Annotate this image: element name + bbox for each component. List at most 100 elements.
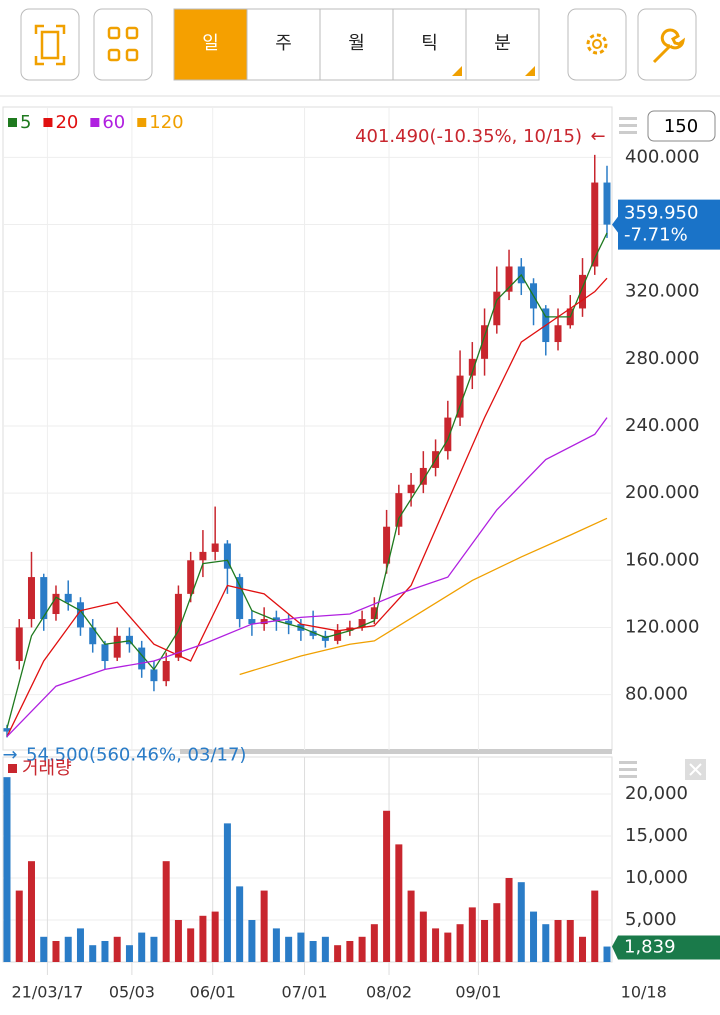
legend-label: 5 [20, 112, 31, 133]
x-tick-label: 08/02 [366, 983, 412, 1002]
legend-swatch [43, 118, 53, 127]
tab-label: 분 [494, 33, 511, 54]
volume-bar [542, 924, 550, 962]
volume-bar [346, 940, 354, 962]
legend-swatch [90, 118, 100, 127]
candle-body [223, 543, 231, 569]
tab[interactable] [319, 8, 394, 81]
volume-bar [432, 928, 440, 962]
volume-bar [383, 810, 391, 962]
candle-body [603, 182, 611, 225]
x-tick-label: 07/01 [281, 983, 327, 1002]
candle-body [456, 375, 464, 418]
volume-bar [272, 928, 280, 962]
tab[interactable] [392, 8, 467, 81]
x-tick-label: 21/03/17 [11, 983, 83, 1002]
volume-bar [493, 903, 501, 962]
candle-body [76, 602, 84, 628]
volume-title: 거래량 [22, 758, 72, 779]
low-arrow: → [2, 744, 17, 765]
volume-bar [395, 844, 403, 962]
candle-body [150, 669, 158, 682]
tab[interactable] [173, 8, 248, 81]
volume-bar [162, 861, 170, 962]
candle-body [113, 635, 121, 658]
tab[interactable] [465, 8, 540, 81]
legend-label: 120 [149, 112, 183, 133]
y-tick-label: 320.000 [625, 281, 699, 302]
legend-swatch [137, 118, 147, 127]
x-tick-label: 10/18 [621, 983, 667, 1002]
candle-body [101, 644, 109, 662]
volume-bar [113, 936, 121, 962]
candle-body [138, 647, 146, 670]
legend-label: 20 [55, 112, 78, 133]
candle-body [27, 577, 35, 620]
ma-line [239, 517, 608, 676]
ma-line [6, 232, 608, 729]
candle-body [591, 182, 599, 267]
volume-bar [370, 924, 378, 962]
candle-body [407, 484, 415, 494]
candle-body [321, 635, 329, 641]
candle-body [248, 619, 256, 625]
candle-body [64, 593, 72, 603]
volume-bar [444, 932, 452, 962]
candle-body [419, 467, 427, 485]
candle-body [260, 619, 268, 625]
candle-body [125, 635, 133, 645]
toolbar [0, 8, 720, 97]
volume-bar [530, 911, 538, 962]
current-price: 359.950 [624, 203, 698, 224]
settings-icon-center [592, 39, 602, 49]
count-box[interactable] [647, 110, 716, 142]
tab[interactable] [246, 8, 321, 81]
settings-button[interactable] [567, 8, 627, 81]
volume-bar [27, 861, 35, 962]
candle-body [187, 560, 195, 594]
volume-last-box [612, 935, 720, 960]
volume-bar [64, 936, 72, 962]
low-annotation: 54.500(560.46%, 03/17) [26, 744, 246, 765]
tab-label: 주 [275, 33, 292, 54]
close-icon [689, 763, 702, 776]
volume-bar [248, 919, 256, 962]
layout-icon [107, 26, 139, 62]
volume-last: 1,839 [624, 937, 676, 958]
tab-corner [452, 66, 462, 76]
x-tick-label: 06/01 [190, 983, 236, 1002]
volume-bar [321, 936, 329, 962]
y-tick-label: 240.000 [625, 415, 699, 436]
tab-label: 일 [202, 33, 219, 54]
y-tick-label: 280.000 [625, 348, 699, 369]
scrollbar[interactable] [180, 749, 612, 754]
volume-bar [334, 945, 342, 962]
y-tick-label: 200.000 [625, 482, 699, 503]
candle-body [40, 577, 48, 620]
volume-panel [2, 756, 613, 963]
y-tick-label: 120.000 [625, 616, 699, 637]
volume-bar [187, 928, 195, 962]
candle-body [236, 577, 244, 620]
volume-bar [260, 890, 268, 962]
candle-body [505, 266, 513, 292]
candle-body [3, 728, 11, 732]
candle-body [444, 417, 452, 452]
volume-bar [554, 919, 562, 962]
volume-bar [468, 907, 476, 962]
candle-body [395, 493, 403, 527]
ma-line [6, 277, 608, 737]
volume-bar [76, 928, 84, 962]
panel-menu[interactable] [619, 117, 637, 778]
capture-button[interactable] [20, 8, 80, 81]
y-tick-label: 20,000 [625, 783, 688, 804]
tab-label: 월 [348, 33, 365, 54]
candle-body [52, 593, 60, 615]
x-tick-label: 09/01 [455, 983, 501, 1002]
legend-label: 60 [102, 112, 125, 133]
layout-button[interactable] [93, 8, 153, 81]
y-tick-label: 160.000 [625, 549, 699, 570]
candle-body [285, 620, 293, 625]
volume-bar [603, 946, 611, 962]
y-tick-label: 10,000 [625, 867, 688, 888]
